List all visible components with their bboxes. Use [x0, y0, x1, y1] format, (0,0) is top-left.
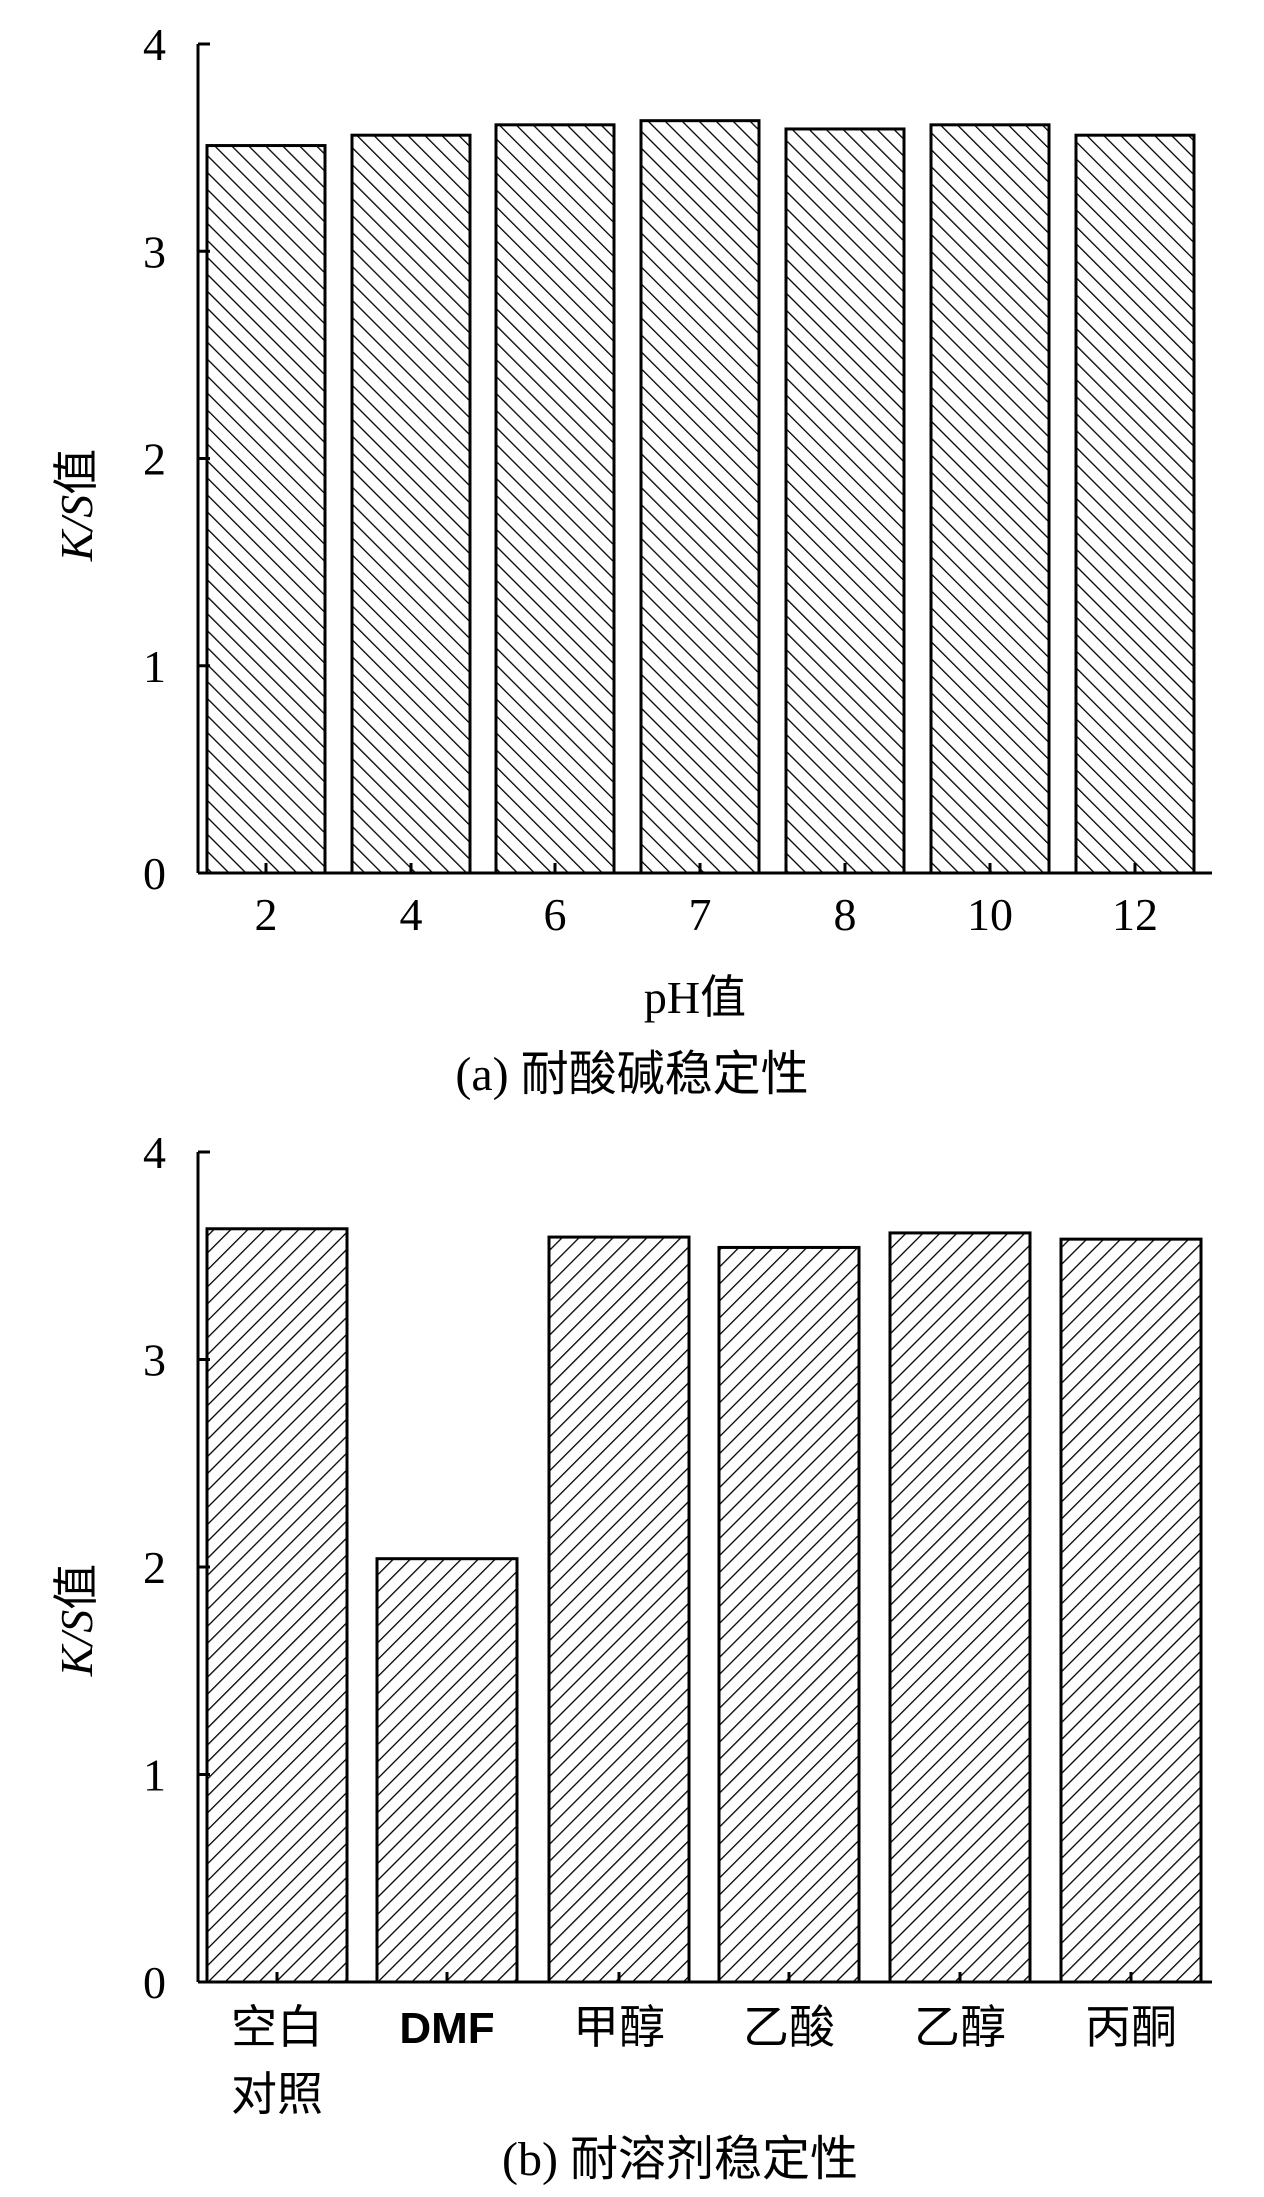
x-tick-label-line2: 对照 [231, 2069, 323, 2120]
chart-b-caption: (b) 耐溶剂稳定性 [502, 2133, 858, 2186]
x-tick-label: 乙酸 [743, 2002, 835, 2053]
bar [929, 123, 1051, 875]
x-tick-label: 甲醇 [573, 2002, 665, 2053]
chart-a-ylabel-suffix: 值 [51, 449, 102, 495]
bar [639, 119, 761, 875]
bar [888, 1231, 1032, 1984]
bar [717, 1245, 861, 1984]
y-tick-label: 4 [143, 1127, 166, 1178]
x-tick-label: 8 [834, 889, 857, 940]
chart-a-yticks: 0 1 2 3 4 [143, 19, 210, 899]
y-tick-label: 1 [143, 641, 166, 692]
chart-b-yticks: 0 1 2 3 4 [143, 1127, 210, 2008]
bar [494, 123, 616, 875]
chart-a-caption: (a) 耐酸碱稳定性 [455, 1048, 808, 1101]
x-tick-label: DMF [399, 2004, 494, 2053]
y-tick-label: 2 [143, 1542, 166, 1593]
chart-b-ylabel-italic: K/S [51, 1610, 102, 1677]
y-tick-label: 0 [143, 1957, 166, 2008]
y-tick-label: 2 [143, 434, 166, 485]
x-tick-label: 6 [544, 889, 567, 940]
x-tick-label: 12 [1112, 889, 1158, 940]
y-tick-label: 3 [143, 226, 166, 277]
bar [205, 144, 327, 875]
y-tick-label: 1 [143, 1750, 166, 1801]
bar [784, 127, 906, 875]
chart-a-ylabel-italic: K/S [51, 495, 102, 562]
y-tick-label: 3 [143, 1335, 166, 1386]
chart-a-xticks: 2 4 6 7 8 10 12 [255, 863, 1158, 940]
x-tick-label: 4 [400, 889, 423, 940]
chart-b-ylabel: K/S值 [51, 1564, 102, 1677]
bar [350, 133, 472, 875]
bar [1059, 1237, 1203, 1984]
chart-a-ylabel: K/S值 [51, 449, 102, 562]
x-tick-label: 7 [689, 889, 712, 940]
y-tick-label: 4 [143, 19, 166, 70]
x-tick-label: 丙酮 [1085, 2002, 1177, 2053]
chart-a-bars [205, 119, 1196, 875]
x-tick-label: 空白 [231, 2002, 323, 2053]
bar [375, 1557, 519, 1984]
x-tick-label: 2 [255, 889, 278, 940]
bar [205, 1227, 349, 1984]
chart-b-bars [205, 1227, 1203, 1984]
bar [1074, 133, 1196, 875]
chart-b-ylabel-suffix: 值 [51, 1564, 102, 1610]
x-tick-label: 10 [967, 889, 1013, 940]
x-tick-label: 乙醇 [914, 2002, 1006, 2053]
bar [547, 1235, 691, 1984]
chart-a-xlabel: pH值 [644, 972, 746, 1023]
y-tick-label: 0 [143, 848, 166, 899]
